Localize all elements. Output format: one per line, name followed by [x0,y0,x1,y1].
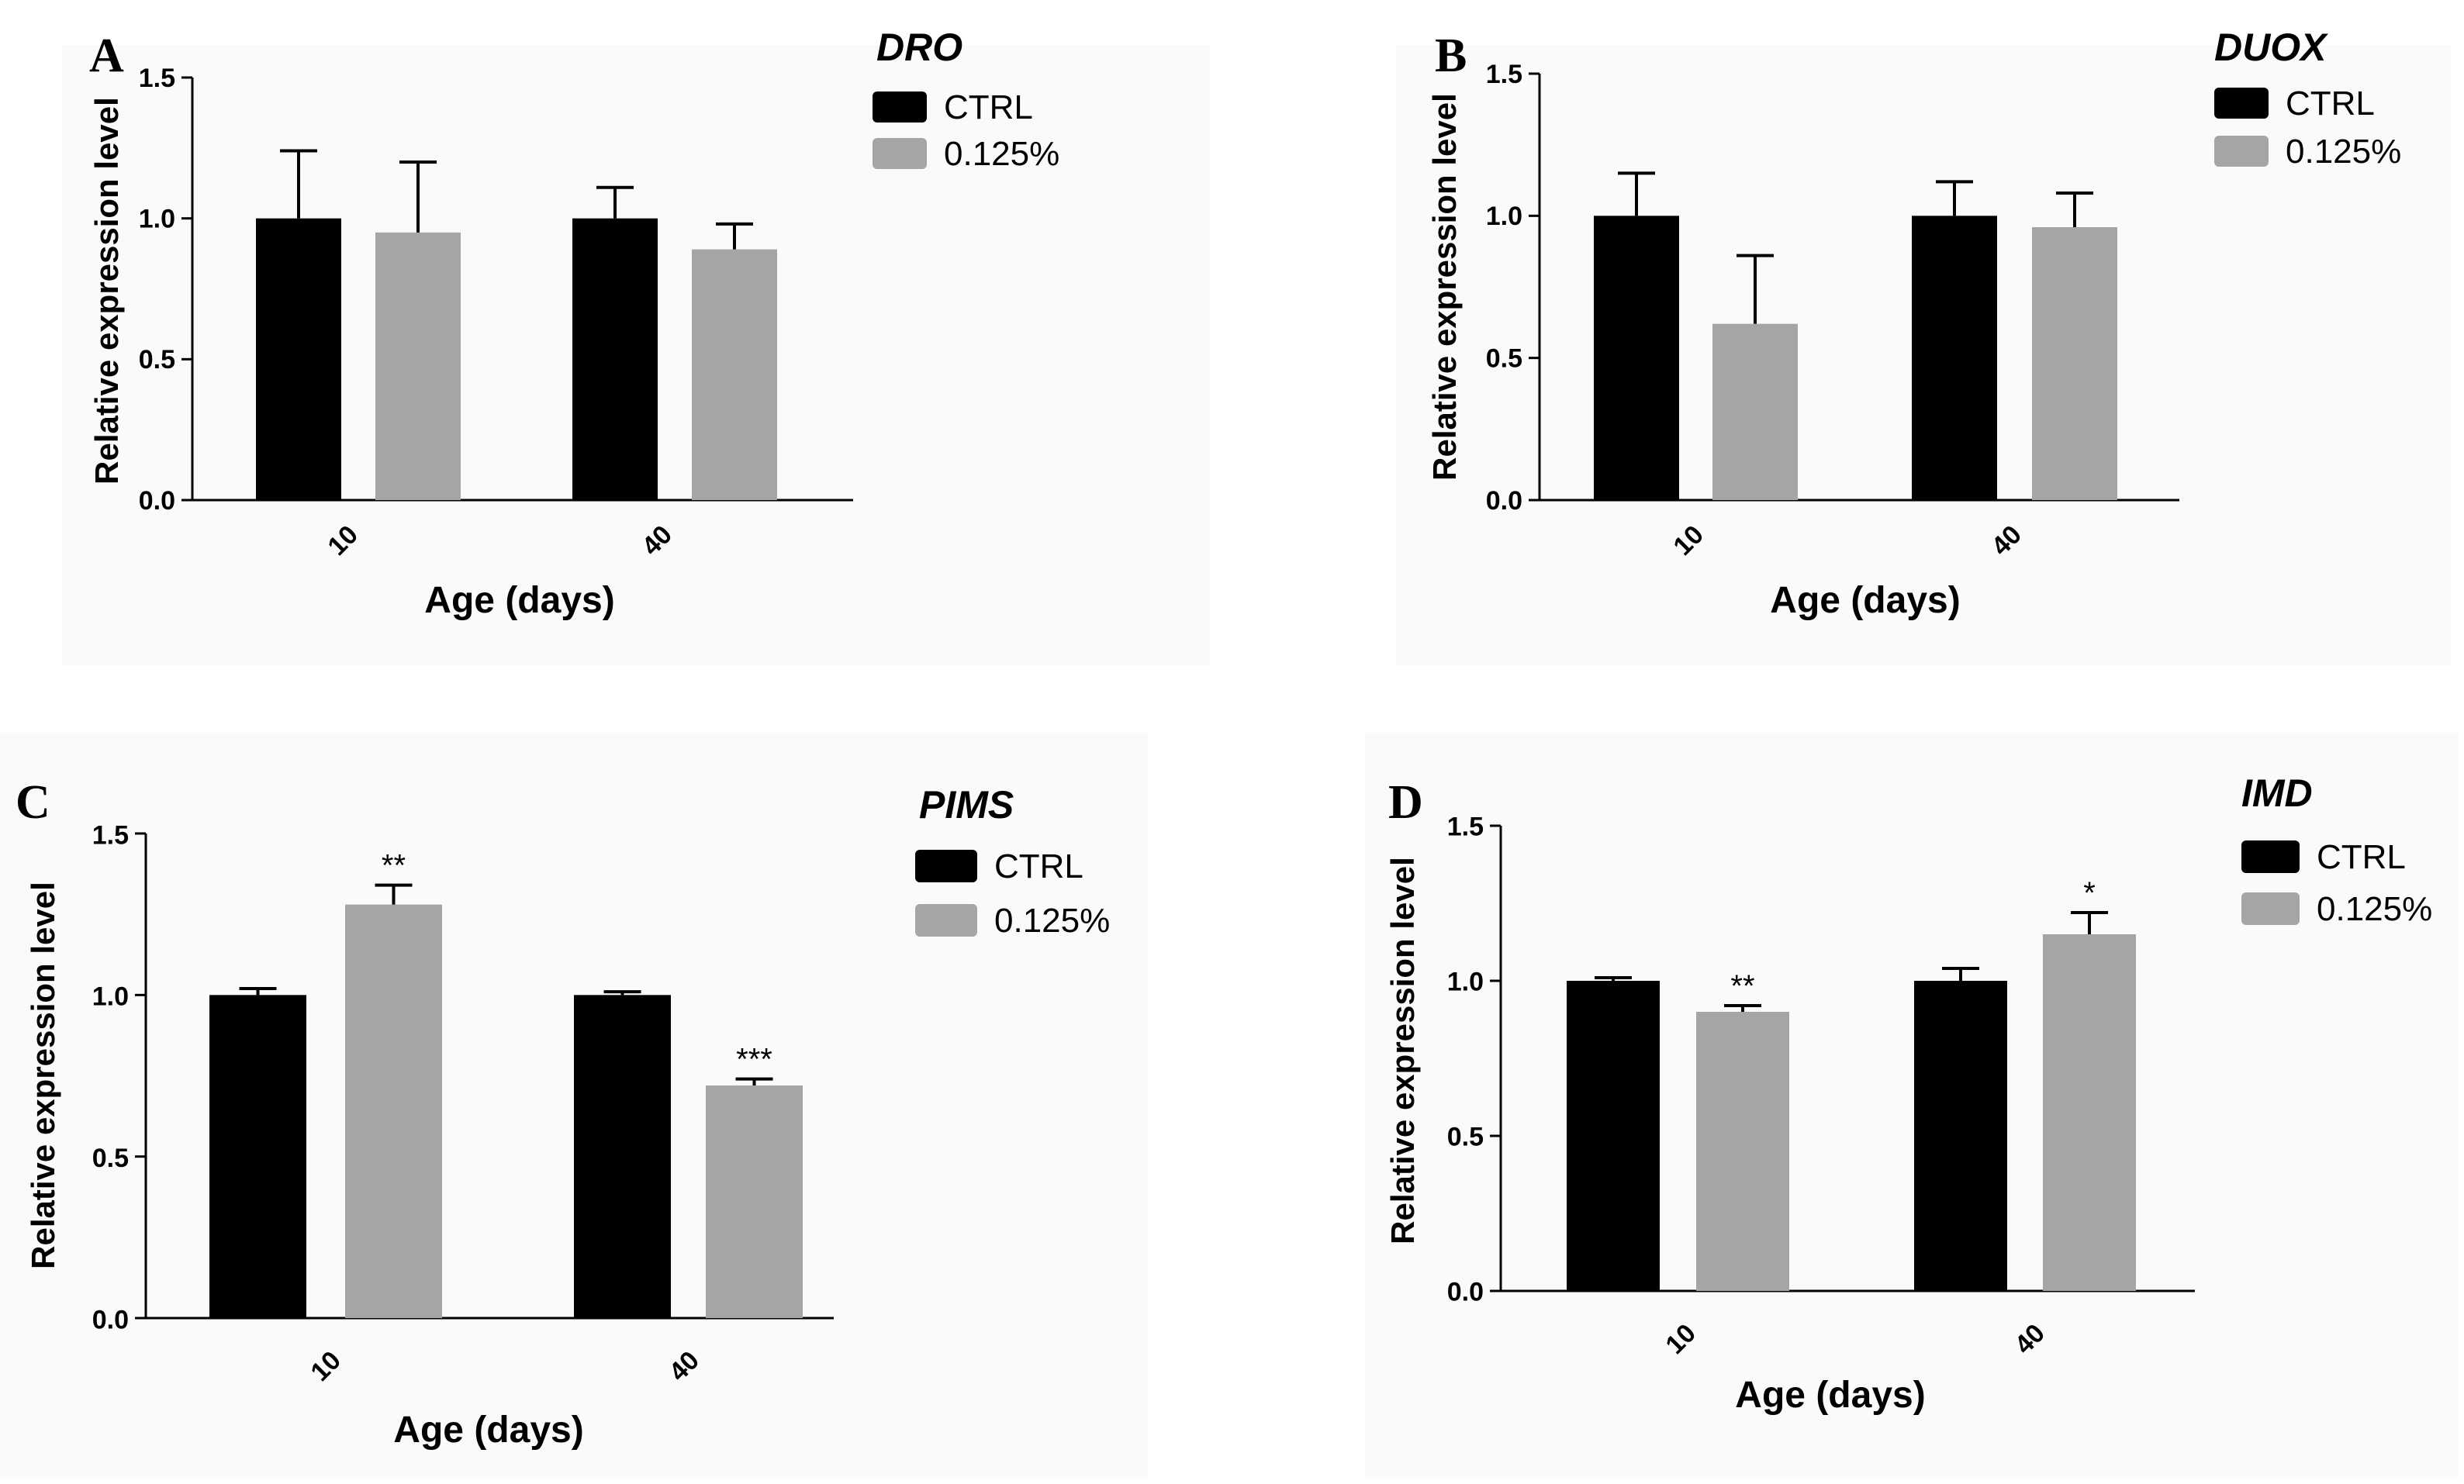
panel-letter: B [1435,29,1467,82]
bar-ctrl-10 [209,995,306,1318]
legend: CTRL 0.125% [2214,85,2401,171]
y-tick-label: 0.0 [1486,486,1522,516]
bar-0125-40 [2043,934,2136,1291]
legend-label: 0.125% [944,135,1059,173]
legend-swatch-ctrl [915,850,977,882]
y-tick-label: 0.0 [92,1305,129,1334]
significance-label: ** [1730,969,1754,1003]
bar-0125-10 [375,232,461,500]
panel-letter: C [16,776,50,829]
y-tick-label: 0.5 [1447,1123,1484,1152]
bar-ctrl-40 [1914,981,2007,1291]
legend-swatch-ctrl [2241,840,2300,873]
y-tick-label: 0.5 [1486,344,1522,374]
x-axis-label: Age (days) [393,1410,583,1451]
bar-ctrl-40 [1912,216,1997,500]
legend: CTRL 0.125% [915,847,1110,940]
bar-ctrl-10 [256,218,341,500]
bar-ctrl-10 [1567,981,1660,1291]
bar-0125-10 [345,904,442,1318]
chart-title: DRO [876,26,962,69]
legend-label: 0.125% [2286,133,2401,171]
bar-0125-10 [1712,323,1798,500]
legend-swatch-0125 [873,138,927,169]
y-tick-label: 0.0 [1447,1278,1484,1307]
y-axis-label: Relative expression level [88,97,125,485]
y-axis-label: Relative expression level [25,882,61,1269]
legend-label: CTRL [2286,85,2375,123]
legend-swatch-0125 [2241,892,2300,925]
legend-label: CTRL [944,88,1033,126]
significance-label: ** [382,849,406,883]
legend-label: 0.125% [2317,890,2432,928]
chart-title: DUOX [2214,26,2328,69]
y-tick-label: 1.0 [139,205,175,234]
y-axis-label: Relative expression level [1426,93,1463,481]
bar-ctrl-10 [1594,216,1679,500]
panel-letter: A [89,29,124,82]
legend: CTRL 0.125% [2241,838,2432,928]
y-axis-label: Relative expression level [1384,857,1421,1244]
legend-label: CTRL [994,847,1083,885]
legend-swatch-ctrl [873,91,927,123]
y-tick-label: 0.0 [139,486,175,516]
y-tick-label: 1.0 [1486,202,1522,231]
significance-label: *** [736,1043,772,1077]
bar-ctrl-40 [572,218,658,500]
y-tick-label: 1.5 [92,820,129,850]
bar-ctrl-40 [574,995,671,1318]
bar-0125-10 [1696,1012,1789,1291]
significance-label: * [2083,876,2096,910]
y-tick-label: 1.5 [139,64,175,93]
chart-title: IMD [2241,771,2313,815]
legend-label: CTRL [2317,838,2406,876]
legend-label: 0.125% [994,902,1110,940]
x-axis-label: Age (days) [1770,580,1960,621]
legend-swatch-0125 [915,904,977,937]
bar-0125-40 [706,1085,803,1318]
bar-0125-40 [2032,227,2117,500]
y-tick-label: 0.5 [139,345,175,374]
y-tick-label: 1.0 [1447,968,1484,997]
bar-0125-40 [692,249,777,500]
y-tick-label: 1.5 [1486,60,1522,89]
chart-title: PIMS [919,783,1014,827]
panel-letter: D [1388,776,1423,829]
legend-swatch-0125 [2214,136,2269,167]
y-tick-label: 1.5 [1447,813,1484,842]
legend: CTRL 0.125% [873,88,1059,173]
legend-swatch-ctrl [2214,88,2269,119]
y-tick-label: 0.5 [92,1144,129,1173]
x-axis-label: Age (days) [1735,1375,1925,1416]
x-axis-label: Age (days) [424,580,614,621]
y-tick-label: 1.0 [92,982,129,1012]
